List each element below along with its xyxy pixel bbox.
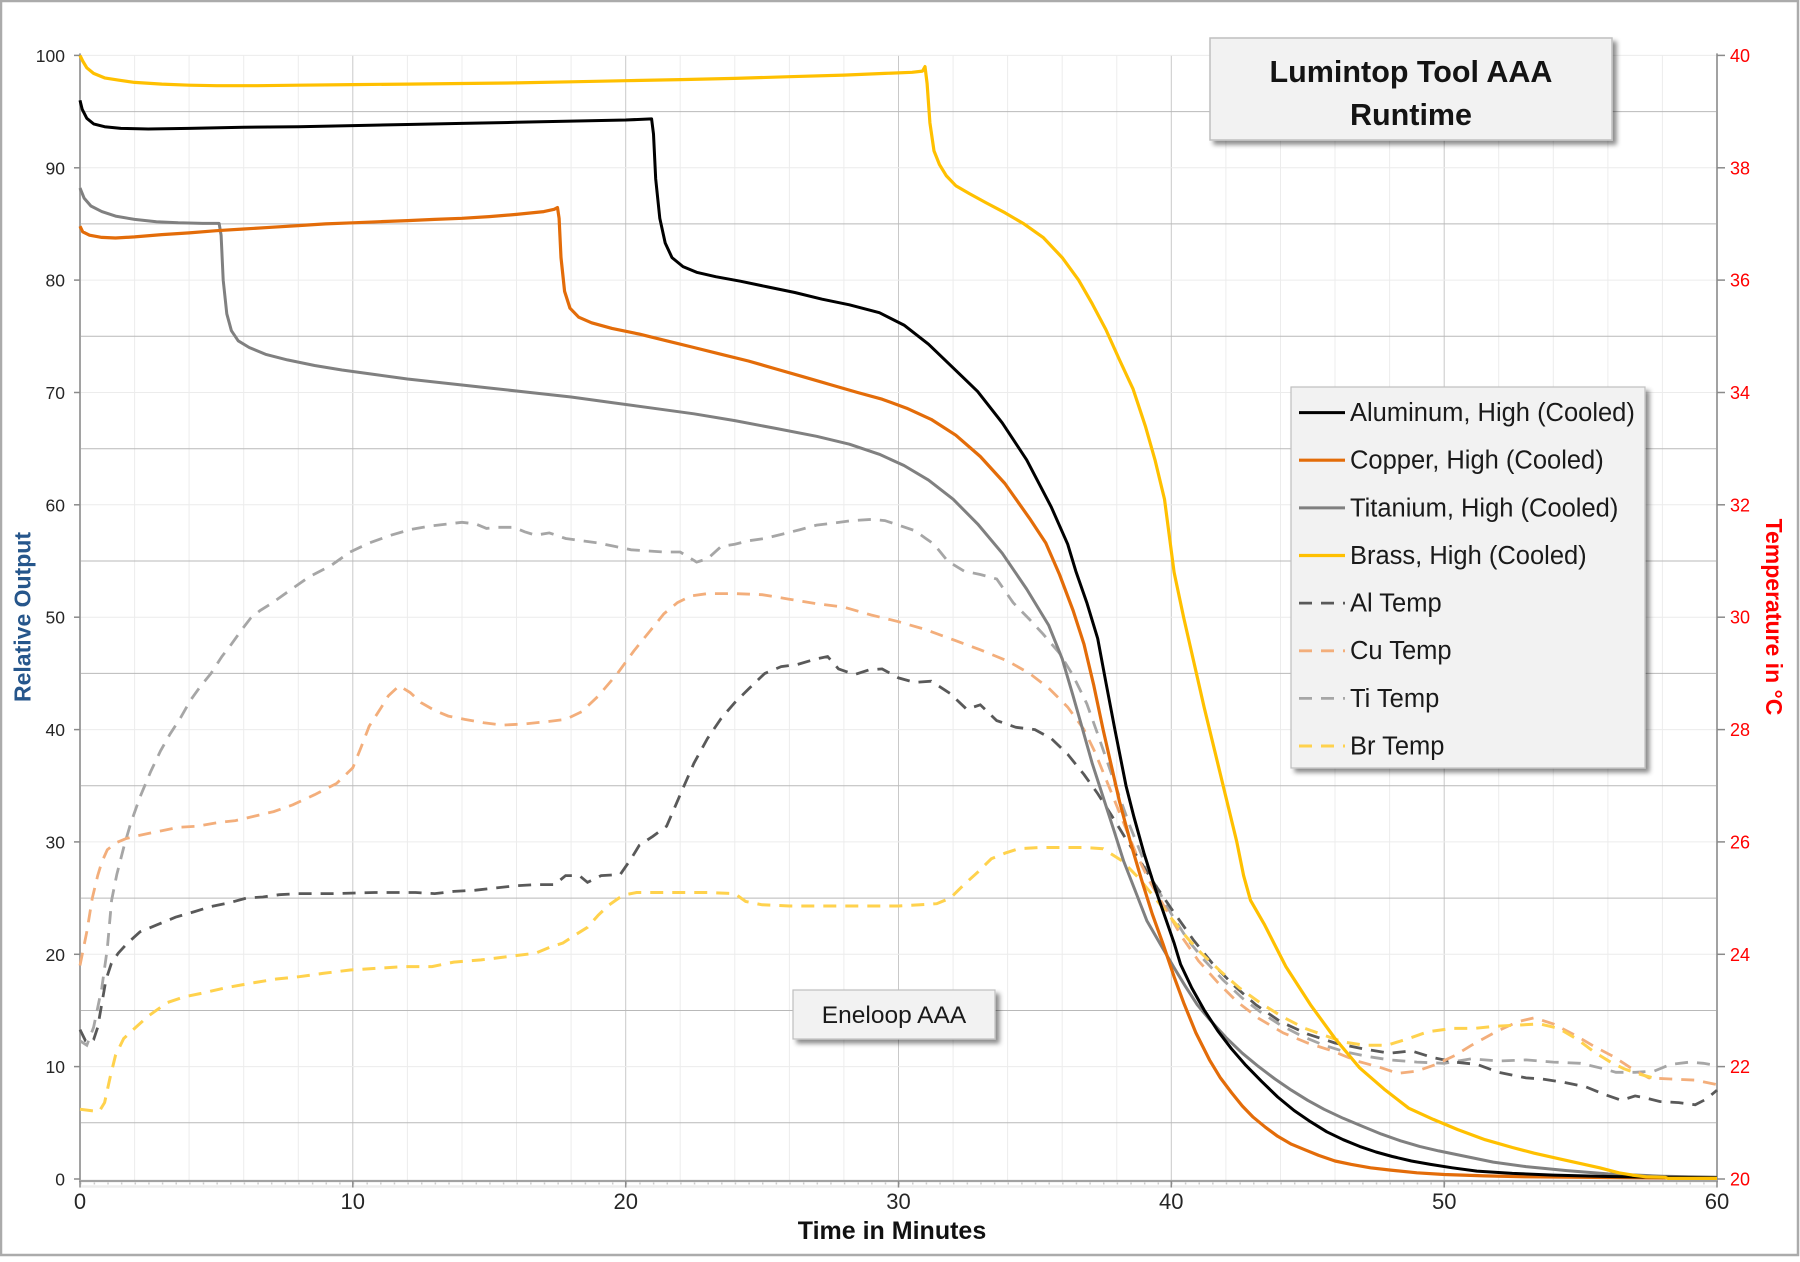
svg-text:30: 30 <box>1730 608 1750 628</box>
svg-text:Eneloop AAA: Eneloop AAA <box>822 1002 967 1029</box>
svg-text:20: 20 <box>1730 1170 1750 1190</box>
svg-text:40: 40 <box>46 720 66 740</box>
svg-text:24: 24 <box>1730 945 1750 965</box>
svg-text:80: 80 <box>46 271 66 291</box>
svg-text:32: 32 <box>1730 495 1750 515</box>
svg-text:Temperature in °C: Temperature in °C <box>1761 519 1787 716</box>
svg-text:30: 30 <box>886 1189 910 1214</box>
svg-text:60: 60 <box>1705 1189 1729 1214</box>
svg-text:0: 0 <box>74 1189 86 1214</box>
svg-text:Ti Temp: Ti Temp <box>1350 685 1439 713</box>
svg-text:30: 30 <box>46 832 66 852</box>
svg-text:Aluminum, High (Cooled): Aluminum, High (Cooled) <box>1350 399 1635 427</box>
svg-text:Cu Temp: Cu Temp <box>1350 637 1452 665</box>
svg-text:Br Temp: Br Temp <box>1350 733 1444 761</box>
svg-text:20: 20 <box>613 1189 637 1214</box>
svg-text:10: 10 <box>46 1057 66 1077</box>
svg-text:Brass, High (Cooled): Brass, High (Cooled) <box>1350 542 1587 570</box>
svg-text:Relative Output: Relative Output <box>10 532 36 702</box>
svg-text:60: 60 <box>46 495 66 515</box>
svg-text:10: 10 <box>341 1189 365 1214</box>
svg-text:40: 40 <box>1730 46 1750 66</box>
svg-text:90: 90 <box>46 158 66 178</box>
svg-text:Lumintop Tool AAA: Lumintop Tool AAA <box>1270 55 1553 89</box>
svg-text:Titanium, High (Cooled): Titanium, High (Cooled) <box>1350 494 1618 522</box>
svg-text:22: 22 <box>1730 1057 1750 1077</box>
svg-text:70: 70 <box>46 383 66 403</box>
svg-text:28: 28 <box>1730 720 1750 740</box>
svg-text:40: 40 <box>1159 1189 1183 1214</box>
svg-text:38: 38 <box>1730 158 1750 178</box>
svg-text:0: 0 <box>55 1170 65 1190</box>
svg-text:50: 50 <box>46 608 66 628</box>
svg-text:Al Temp: Al Temp <box>1350 590 1442 618</box>
svg-text:20: 20 <box>46 945 66 965</box>
svg-text:100: 100 <box>36 46 65 66</box>
svg-text:36: 36 <box>1730 271 1750 291</box>
svg-text:Time in Minutes: Time in Minutes <box>798 1217 986 1245</box>
svg-text:50: 50 <box>1432 1189 1456 1214</box>
svg-text:34: 34 <box>1730 383 1750 403</box>
svg-text:Runtime: Runtime <box>1350 98 1472 132</box>
svg-text:26: 26 <box>1730 832 1750 852</box>
svg-text:Copper, High (Cooled): Copper, High (Cooled) <box>1350 447 1604 475</box>
